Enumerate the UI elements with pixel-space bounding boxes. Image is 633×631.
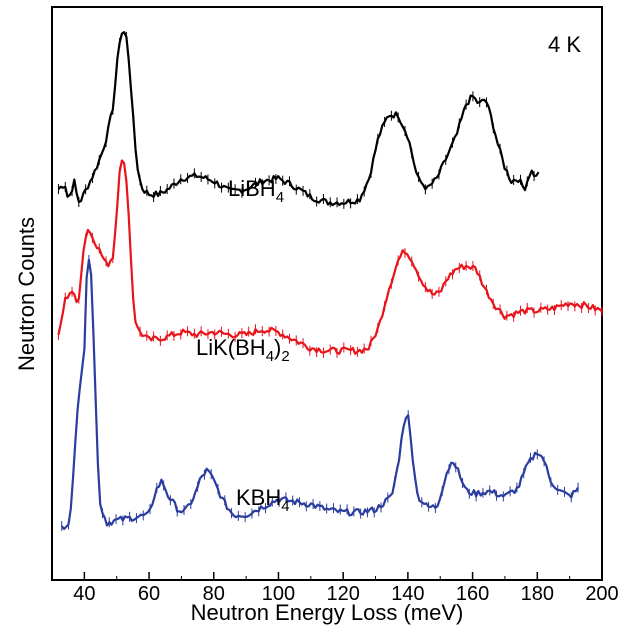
x-tick-label: 60 bbox=[138, 583, 160, 605]
x-tick-label: 140 bbox=[391, 583, 424, 605]
series-label-kbh4: KBH4 bbox=[236, 485, 290, 515]
x-tick-label: 200 bbox=[585, 583, 618, 605]
x-tick-label: 120 bbox=[326, 583, 359, 605]
x-tick-label: 160 bbox=[456, 583, 489, 605]
x-tick-label: 100 bbox=[262, 583, 295, 605]
y-axis-title: Neutron Counts bbox=[14, 217, 39, 371]
x-tick-label: 40 bbox=[73, 583, 95, 605]
x-axis-title: Neutron Energy Loss (meV) bbox=[191, 600, 464, 625]
x-axis-ticks: 40 60 80 100 120 140 160 180 200 bbox=[73, 572, 619, 605]
series-label-likbh42: LiK(BH4)2 bbox=[196, 335, 290, 365]
x-tick-label: 180 bbox=[521, 583, 554, 605]
series-line bbox=[57, 31, 540, 207]
series-line bbox=[60, 258, 580, 530]
series-layer bbox=[57, 31, 603, 532]
temperature-label: 4 K bbox=[548, 32, 581, 57]
x-tick-label: 80 bbox=[203, 583, 225, 605]
series-label-libh4: LiBH4 bbox=[228, 176, 284, 206]
plot-frame bbox=[51, 6, 603, 581]
series-line bbox=[57, 159, 603, 355]
